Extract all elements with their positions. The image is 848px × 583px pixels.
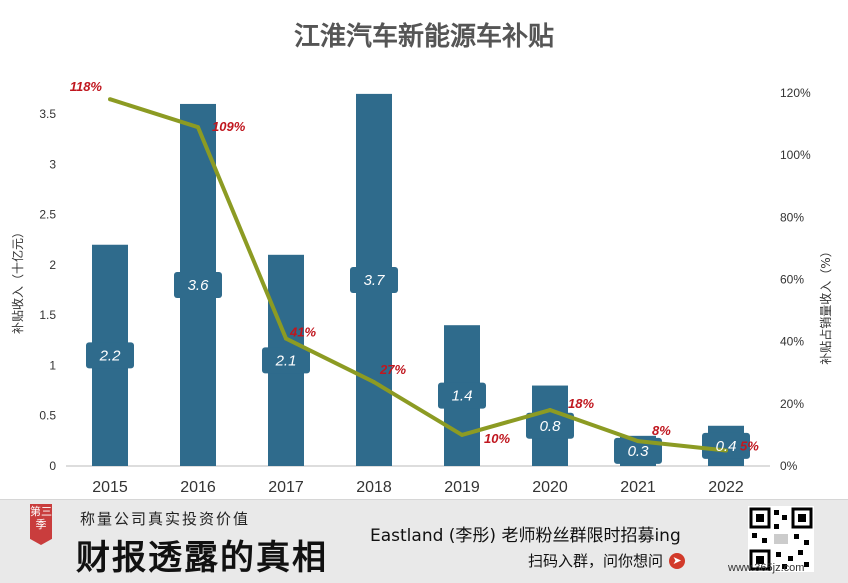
y-left-tick-label: 3.5 (39, 107, 56, 121)
line-series (108, 97, 728, 453)
x-tick-label: 2019 (444, 479, 480, 496)
line-point (108, 97, 112, 102)
y-right-tick-label: 60% (780, 273, 804, 287)
line-point (284, 336, 288, 341)
bar-label-bg (262, 347, 310, 374)
line-point (196, 125, 200, 130)
y-left-tick-label: 1.5 (39, 308, 56, 322)
bar-value-label: 0.3 (628, 443, 650, 460)
line-value-label: 109% (212, 119, 246, 134)
axes: 0 0.5 1 1.5 2 2.5 3 3.5 0% 20% 40% 60% 80% 100% 120% 20… (39, 86, 811, 496)
y-right-tick-label: 80% (780, 210, 804, 224)
x-tick-label: 2018 (356, 479, 392, 496)
arrow-right-icon: ➤ (669, 552, 686, 569)
line-point (372, 380, 376, 385)
bar-value-label: 3.7 (364, 272, 386, 289)
bar-value-label: 2.1 (275, 352, 297, 369)
bar-label-bg (526, 412, 574, 439)
line-value-label: 10% (484, 431, 510, 446)
y-right-tick-label: 120% (780, 86, 811, 100)
line-point (636, 439, 640, 444)
bar-value-label: 0.4 (716, 438, 737, 455)
bar-label-bg (174, 271, 222, 298)
line-value-label: 8% (652, 423, 671, 438)
line-point (548, 408, 552, 413)
y-right-tick-label: 20% (780, 397, 804, 411)
promo-banner: 第三季 称量公司真实投资价值 财报透露的真相 Eastland (李彤) 老师粉… (0, 499, 848, 583)
y-left-tick-label: 0 (49, 459, 56, 473)
x-tick-label: 2021 (620, 479, 656, 496)
y-right-tick-label: 100% (780, 148, 811, 162)
y-right-tick-label: 0% (780, 459, 798, 473)
y-right-tick-label: 40% (780, 335, 804, 349)
line-point (460, 432, 464, 437)
x-tick-label: 2015 (92, 479, 128, 496)
y-left-tick-label: 2 (49, 258, 56, 272)
bar-label-bg (86, 342, 134, 369)
y-axis-left-label: 补贴收入（十亿元） (10, 226, 25, 334)
bar-value-label: 2.2 (99, 347, 122, 364)
y-left-tick-label: 3 (49, 157, 56, 171)
bar-value-label: 3.6 (188, 277, 210, 294)
watermark: www.365jz.com (728, 562, 805, 574)
qr-code-icon[interactable] (748, 506, 814, 572)
line-value-label: 5% (740, 438, 759, 453)
season-badge: 第三季 (30, 504, 52, 545)
chart: 江淮汽车新能源车补贴 0 0.5 1 1.5 2 2.5 3 3.5 0% 20% 40% 60% 80… (10, 21, 833, 496)
x-tick-label: 2020 (532, 479, 568, 496)
x-tick-label: 2022 (708, 479, 744, 496)
line-value-label: 18% (568, 396, 594, 411)
y-left-tick-label: 1 (49, 358, 56, 372)
x-tick-label: 2016 (180, 479, 216, 496)
bar-label-bg (702, 432, 750, 459)
bar-value-label: 0.8 (540, 418, 562, 435)
main-slogan: 财报透露的真相 (76, 538, 328, 578)
bar-label-bg (350, 266, 398, 293)
bar-series (86, 93, 750, 466)
cta-link[interactable]: 扫码入群，问你想问 ➤ (528, 550, 686, 571)
y-axis-right-label: 补贴占销量收入（%） (818, 245, 833, 364)
line-value-label: 27% (379, 362, 406, 377)
data-labels: 2.2 3.6 2.1 3.7 1.4 0.8 0.3 0.4 118% 109% 41% 27% 10… (70, 79, 760, 460)
line-point (724, 448, 728, 453)
line-value-label: 118% (70, 79, 103, 94)
cta-label: 扫码入群，问你想问 (528, 552, 664, 570)
chart-title: 江淮汽车新能源车补贴 (294, 21, 554, 52)
line-value-label: 41% (289, 325, 316, 340)
bar-value-label: 1.4 (452, 388, 473, 405)
x-tick-label: 2017 (268, 479, 304, 496)
sub-slogan: 称量公司真实投资价值 (80, 510, 251, 528)
y-left-tick-label: 0.5 (39, 409, 56, 423)
promo-text: Eastland (李彤) 老师粉丝群限时招募ing (370, 526, 681, 546)
bar-label-bg (438, 382, 486, 409)
y-left-tick-label: 2.5 (39, 208, 56, 222)
line-path (109, 97, 727, 453)
